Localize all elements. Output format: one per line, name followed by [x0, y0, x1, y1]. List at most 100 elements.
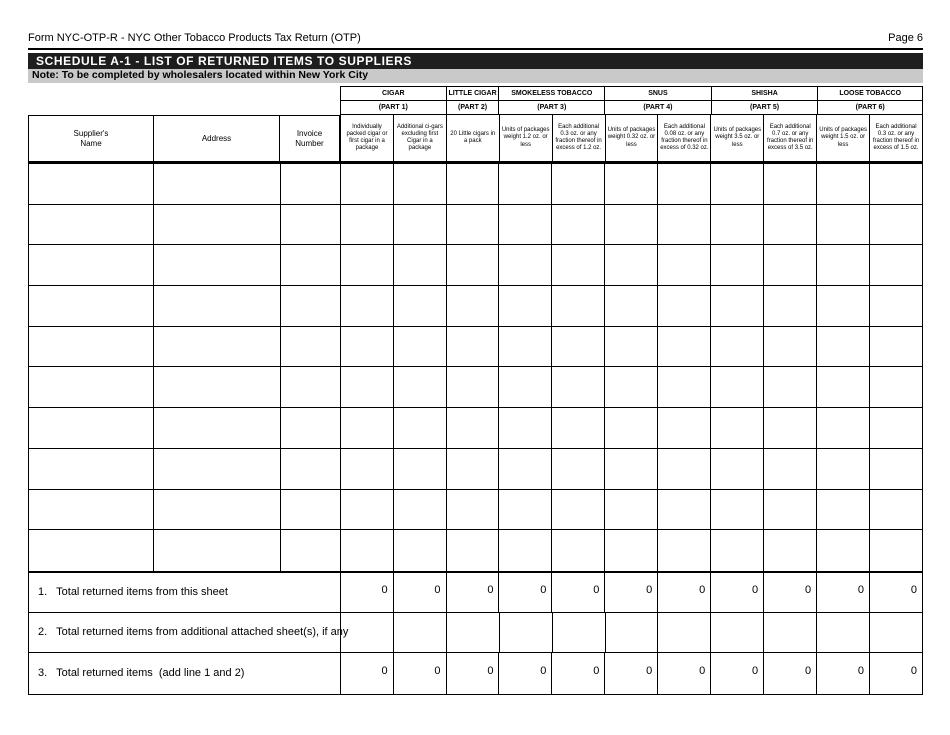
entry-cell[interactable]	[711, 245, 765, 287]
entry-cell[interactable]	[446, 164, 500, 205]
entry-cell[interactable]	[340, 164, 394, 205]
invoice-number-cell[interactable]	[280, 164, 341, 205]
entry-cell[interactable]	[870, 489, 923, 531]
entry-cell[interactable]	[711, 164, 765, 205]
total-value-cell[interactable]: 0	[605, 572, 659, 613]
address-cell[interactable]	[153, 245, 281, 287]
entry-cell[interactable]	[658, 286, 712, 327]
supplier-name-cell[interactable]	[29, 530, 154, 571]
entry-cell[interactable]	[764, 408, 818, 449]
entry-cell[interactable]	[658, 408, 712, 449]
entry-cell[interactable]	[340, 245, 394, 287]
entry-cell[interactable]	[446, 204, 500, 246]
entry-cell[interactable]	[499, 408, 553, 449]
entry-cell[interactable]	[446, 326, 500, 368]
entry-cell[interactable]	[870, 408, 923, 449]
entry-cell[interactable]	[605, 489, 659, 531]
entry-cell[interactable]	[446, 448, 500, 490]
entry-cell[interactable]	[605, 530, 659, 571]
entry-cell[interactable]	[711, 530, 765, 571]
entry-cell[interactable]	[499, 164, 553, 205]
entry-cell[interactable]	[446, 489, 500, 531]
entry-cell[interactable]	[446, 286, 500, 327]
entry-cell[interactable]	[393, 286, 447, 327]
total-value-cell[interactable]	[817, 612, 871, 653]
entry-cell[interactable]	[711, 448, 765, 490]
total-value-cell[interactable]	[499, 612, 553, 653]
entry-cell[interactable]	[817, 326, 871, 368]
entry-cell[interactable]	[552, 164, 606, 205]
invoice-number-cell[interactable]	[280, 204, 341, 246]
entry-cell[interactable]	[870, 530, 923, 571]
total-value-cell[interactable]: 0	[552, 652, 606, 695]
entry-cell[interactable]	[764, 530, 818, 571]
entry-cell[interactable]	[658, 164, 712, 205]
entry-cell[interactable]	[340, 204, 394, 246]
entry-cell[interactable]	[340, 326, 394, 368]
total-value-cell[interactable]: 0	[605, 652, 659, 695]
entry-cell[interactable]	[764, 204, 818, 246]
supplier-name-cell[interactable]	[29, 204, 154, 246]
entry-cell[interactable]	[552, 489, 606, 531]
entry-cell[interactable]	[605, 448, 659, 490]
entry-cell[interactable]	[764, 164, 818, 205]
entry-cell[interactable]	[605, 164, 659, 205]
entry-cell[interactable]	[393, 326, 447, 368]
total-value-cell[interactable]	[341, 612, 394, 653]
total-value-cell[interactable]: 0	[340, 572, 394, 613]
entry-cell[interactable]	[552, 286, 606, 327]
supplier-name-cell[interactable]	[29, 245, 154, 287]
entry-cell[interactable]	[340, 448, 394, 490]
total-value-cell[interactable]	[764, 612, 818, 653]
address-cell[interactable]	[153, 326, 281, 368]
entry-cell[interactable]	[870, 326, 923, 368]
entry-cell[interactable]	[817, 286, 871, 327]
invoice-number-cell[interactable]	[280, 489, 341, 531]
entry-cell[interactable]	[870, 164, 923, 205]
entry-cell[interactable]	[605, 245, 659, 287]
entry-cell[interactable]	[870, 367, 923, 409]
address-cell[interactable]	[153, 367, 281, 409]
address-cell[interactable]	[154, 530, 281, 571]
entry-cell[interactable]	[446, 408, 500, 449]
entry-cell[interactable]	[499, 286, 553, 327]
entry-cell[interactable]	[393, 164, 447, 205]
entry-cell[interactable]	[658, 245, 712, 287]
total-value-cell[interactable]: 0	[658, 652, 712, 695]
entry-cell[interactable]	[817, 489, 871, 531]
entry-cell[interactable]	[870, 448, 923, 490]
total-value-cell[interactable]	[552, 612, 606, 653]
entry-cell[interactable]	[711, 489, 765, 531]
address-cell[interactable]	[153, 204, 281, 246]
entry-cell[interactable]	[711, 204, 765, 246]
total-value-cell[interactable]	[870, 612, 923, 653]
invoice-number-cell[interactable]	[281, 530, 341, 571]
total-value-cell[interactable]: 0	[446, 572, 500, 613]
entry-cell[interactable]	[658, 326, 712, 368]
invoice-number-cell[interactable]	[280, 245, 341, 287]
entry-cell[interactable]	[340, 489, 394, 531]
entry-cell[interactable]	[870, 286, 923, 327]
invoice-number-cell[interactable]	[280, 367, 341, 409]
entry-cell[interactable]	[764, 367, 818, 409]
entry-cell[interactable]	[340, 367, 394, 409]
entry-cell[interactable]	[658, 204, 712, 246]
entry-cell[interactable]	[764, 489, 818, 531]
entry-cell[interactable]	[552, 408, 606, 449]
entry-cell[interactable]	[870, 204, 923, 246]
entry-cell[interactable]	[499, 489, 553, 531]
total-value-cell[interactable]	[446, 612, 500, 653]
total-value-cell[interactable]: 0	[393, 572, 447, 613]
total-value-cell[interactable]: 0	[393, 652, 447, 695]
total-value-cell[interactable]	[658, 612, 712, 653]
total-value-cell[interactable]: 0	[817, 572, 870, 613]
entry-cell[interactable]	[393, 448, 447, 490]
total-value-cell[interactable]: 0	[340, 652, 394, 695]
entry-cell[interactable]	[499, 367, 553, 409]
entry-cell[interactable]	[499, 448, 553, 490]
entry-cell[interactable]	[764, 286, 818, 327]
entry-cell[interactable]	[446, 245, 500, 287]
entry-cell[interactable]	[499, 245, 553, 287]
entry-cell[interactable]	[817, 367, 871, 409]
invoice-number-cell[interactable]	[280, 326, 341, 368]
